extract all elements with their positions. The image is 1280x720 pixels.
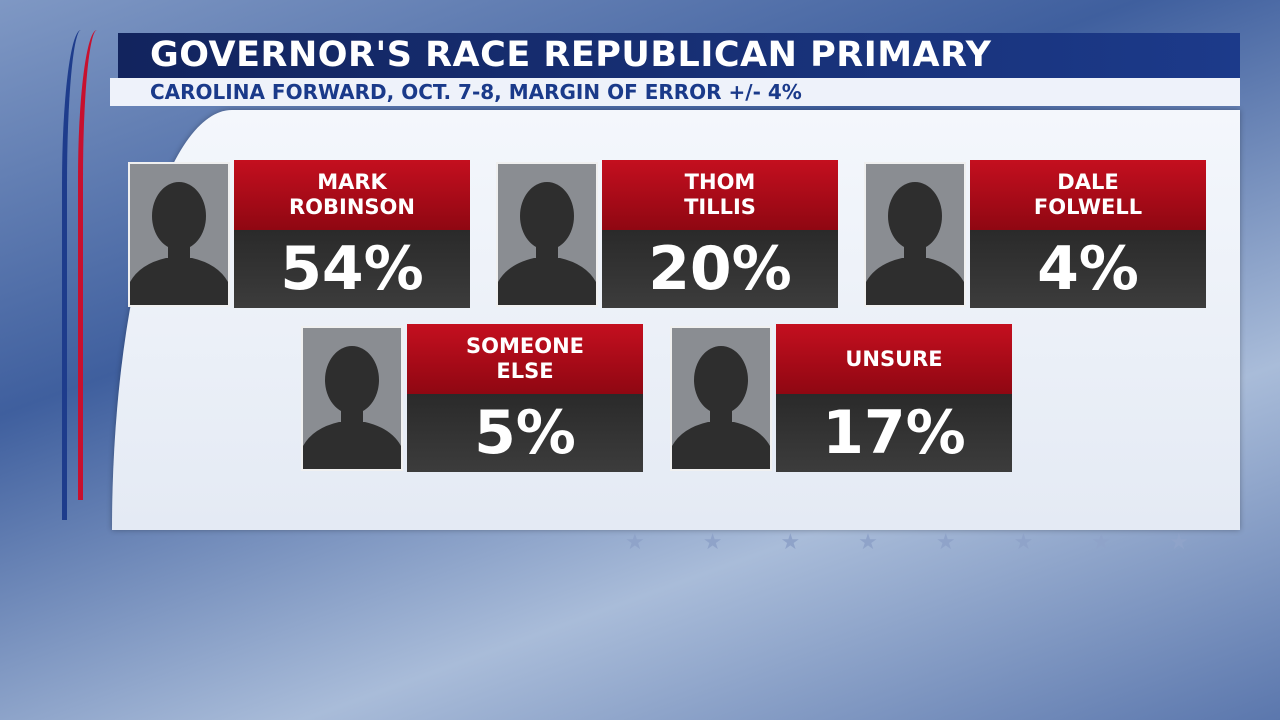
silhouette [130, 182, 228, 305]
candidate-photo [128, 162, 230, 307]
candidate-name: MARK [317, 170, 387, 194]
star-row: ★★★★★★★★ [625, 530, 1247, 555]
name-box: SOMEONE ELSE [407, 324, 643, 394]
name-box: MARK ROBINSON [234, 160, 470, 230]
candidate-photo [301, 326, 403, 471]
silhouette [672, 346, 770, 469]
silhouette [498, 182, 596, 305]
percent: 20% [602, 230, 838, 308]
candidate-name: THOM [684, 170, 756, 194]
percent: 5% [407, 394, 643, 472]
silhouette [303, 346, 401, 469]
red-stripe [78, 30, 97, 500]
candidate-name: UNSURE [845, 346, 943, 371]
title: GOVERNOR'S RACE REPUBLICAN PRIMARY [118, 33, 1240, 78]
blue-stripe [62, 30, 81, 520]
percent: 4% [970, 230, 1206, 308]
subtitle: CAROLINA FORWARD, OCT. 7-8, MARGIN OF ER… [110, 78, 1240, 106]
candidate-photo [670, 326, 772, 471]
percent: 54% [234, 230, 470, 308]
candidate-name: ELSE [496, 359, 554, 383]
name-box: UNSURE [776, 324, 1012, 394]
name-box: THOM TILLIS [602, 160, 838, 230]
name-box: DALE FOLWELL [970, 160, 1206, 230]
candidate-name: FOLWELL [1033, 195, 1143, 219]
candidate-name: SOMEONE [466, 334, 584, 358]
silhouette [866, 182, 964, 305]
candidate-photo [496, 162, 598, 307]
candidate-name: ROBINSON [289, 195, 415, 219]
candidate-name: DALE [1057, 170, 1119, 194]
candidate-name: TILLIS [684, 195, 756, 219]
candidate-photo [864, 162, 966, 307]
percent: 17% [776, 394, 1012, 472]
